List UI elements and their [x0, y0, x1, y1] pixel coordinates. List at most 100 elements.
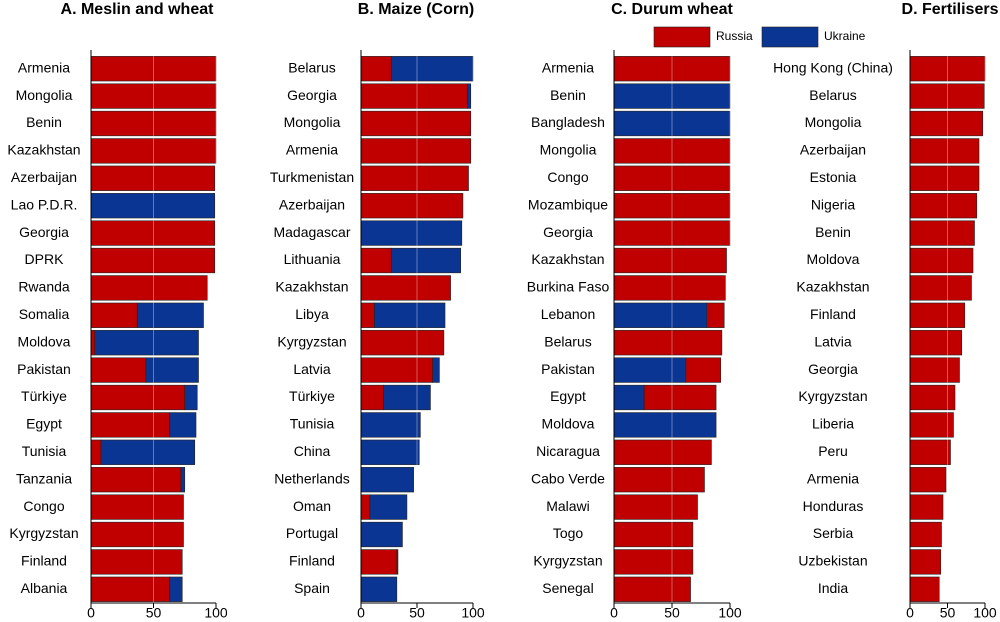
chart-title: C. Durum wheat [611, 1, 733, 18]
bar [909, 138, 980, 164]
y-tick-label: Tanzania [16, 470, 72, 486]
bar [94, 330, 199, 356]
y-tick-label: Latvia [814, 333, 852, 349]
x-tick-label: 0 [87, 605, 95, 621]
bar [360, 384, 384, 411]
bar [90, 275, 208, 301]
bar [909, 247, 974, 274]
bar [613, 549, 694, 575]
bar [613, 275, 726, 301]
y-tick-label: Kazakhstan [7, 142, 80, 158]
y-tick-label: Turkmenistan [270, 169, 354, 185]
y-tick-label: Nigeria [811, 196, 856, 212]
y-tick-label: Armenia [807, 470, 859, 486]
y-tick-label: Serbia [813, 525, 854, 541]
bar [90, 412, 171, 438]
bar [909, 165, 980, 191]
bar [909, 193, 978, 219]
bar [90, 193, 216, 219]
bar [909, 521, 942, 548]
x-tick-label: 50 [664, 605, 680, 621]
y-tick-label: Kazakhstan [796, 279, 869, 295]
bar [90, 521, 184, 548]
bar [145, 357, 199, 383]
bar [613, 467, 705, 493]
bar [613, 330, 723, 356]
y-tick-label: Pakistan [541, 361, 595, 377]
bar [90, 302, 138, 328]
y-tick-label: Estonia [810, 169, 857, 185]
y-tick-label: Finland [289, 553, 335, 569]
bar [685, 357, 722, 383]
bar [613, 357, 687, 383]
chart-title: D. Fertilisers [902, 1, 999, 18]
y-tick-label: Mongolia [805, 114, 862, 130]
bar [169, 412, 197, 438]
y-tick-label: Finland [21, 553, 67, 569]
bar [909, 56, 986, 82]
bar [467, 83, 472, 109]
bar [360, 247, 392, 274]
y-tick-label: Georgia [19, 224, 69, 240]
y-tick-label: Mongolia [540, 142, 597, 158]
y-tick-label: Georgia [808, 361, 858, 377]
bar [613, 247, 727, 274]
bar [613, 384, 645, 411]
bar [909, 549, 942, 575]
x-tick-label: 0 [357, 605, 365, 621]
y-tick-label: Somalia [19, 306, 70, 322]
bar [613, 83, 731, 109]
bar [909, 302, 966, 328]
x-tick-label: 0 [906, 605, 914, 621]
bar [613, 521, 694, 548]
y-tick-label: Uzbekistan [798, 553, 867, 569]
bar [909, 439, 951, 465]
y-tick-label: Malawi [546, 498, 590, 514]
y-tick-label: Bangladesh [531, 114, 605, 130]
y-tick-label: Türkiye [21, 388, 67, 404]
bar [909, 412, 954, 438]
bar [374, 302, 446, 328]
bar [613, 110, 731, 137]
y-tick-label: Armenia [18, 59, 70, 75]
bar [90, 83, 217, 109]
bar [909, 576, 940, 602]
y-tick-label: Georgia [287, 87, 337, 103]
bar [369, 494, 408, 520]
legend-swatch [653, 26, 711, 48]
bar [613, 412, 717, 438]
y-tick-label: DPRK [25, 251, 65, 267]
bar [613, 576, 691, 602]
y-tick-label: India [818, 580, 849, 596]
y-tick-label: Hong Kong (China) [773, 59, 893, 75]
y-tick-label: Benin [550, 87, 586, 103]
legend-label: Ukraine [824, 29, 866, 43]
y-tick-label: Moldova [807, 251, 860, 267]
bar [396, 549, 399, 575]
y-tick-label: Nicaragua [536, 443, 600, 459]
y-tick-label: Azerbaijan [279, 196, 345, 212]
y-tick-label: Moldova [542, 416, 595, 432]
y-tick-label: Burkina Faso [527, 279, 610, 295]
bar [613, 302, 708, 328]
bar [360, 138, 472, 164]
bar [360, 165, 469, 191]
legend-label: Russia [716, 29, 753, 43]
y-tick-label: Rwanda [18, 279, 70, 295]
bar [613, 193, 731, 219]
x-tick-label: 100 [204, 605, 228, 621]
y-tick-label: Albania [21, 580, 68, 596]
bar [706, 302, 725, 328]
y-tick-label: Egypt [550, 388, 586, 404]
bar [360, 357, 433, 383]
y-tick-label: Kyrgyzstan [9, 525, 78, 541]
bar [390, 56, 474, 82]
bar [613, 138, 731, 164]
bar [643, 384, 717, 411]
bar [909, 220, 975, 246]
y-tick-label: Liberia [812, 416, 854, 432]
y-tick-label: Oman [293, 498, 331, 514]
bar [360, 576, 398, 602]
bar [90, 576, 171, 602]
